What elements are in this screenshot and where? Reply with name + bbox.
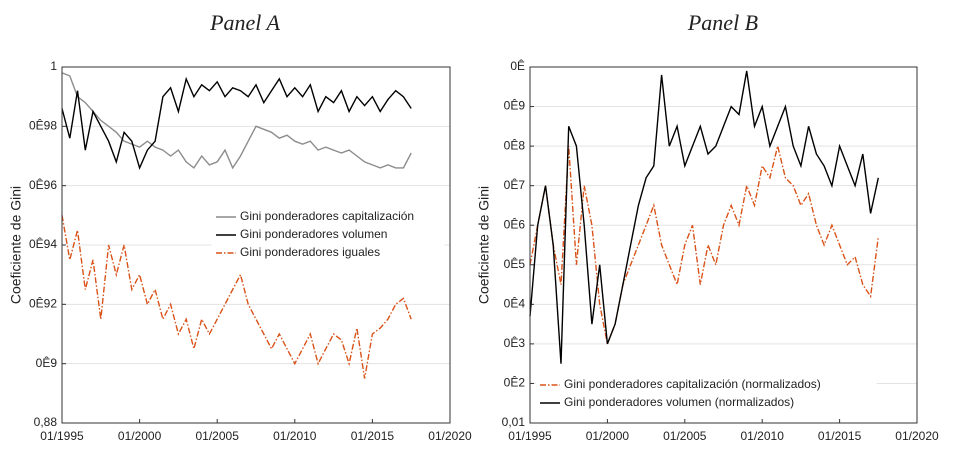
y-tick-label: 0Ê3 xyxy=(504,335,526,350)
legend-label: Gini ponderadores iguales xyxy=(240,245,380,259)
plot-frame xyxy=(61,66,451,424)
panel-title: Panel B xyxy=(687,10,758,35)
y-tick-label: 0Ê2 xyxy=(504,375,526,390)
legend-label: Gini ponderadores capitalización (normal… xyxy=(564,377,821,391)
x-tick-label: 01/2005 xyxy=(663,429,707,443)
y-tick-label: 0Ê xyxy=(510,58,525,73)
series-line xyxy=(61,72,412,170)
panel-title: Panel A xyxy=(209,10,280,35)
y-tick-label: 0Ê96 xyxy=(29,177,57,192)
x-tick-label: 01/2020 xyxy=(895,429,939,443)
y-axis-label: Coeficiente de Gini xyxy=(476,186,492,304)
y-tick-label: 0Ê6 xyxy=(504,216,526,231)
legend-label: Gini ponderadores capitalización xyxy=(240,209,414,223)
y-tick-label: 0Ê4 xyxy=(504,296,526,311)
y-tick-label: 0Ê5 xyxy=(504,256,526,271)
series-line xyxy=(529,145,879,347)
y-tick-label: 0Ê94 xyxy=(29,236,57,251)
x-tick-label: 01/2015 xyxy=(351,429,395,443)
legend-label: Gini ponderadores volumen (normalizados) xyxy=(564,395,794,409)
y-tick-label: 0Ê7 xyxy=(504,177,526,192)
legend-label: Gini ponderadores volumen xyxy=(240,227,387,241)
x-tick-label: 01/2010 xyxy=(273,429,317,443)
x-tick-label: 01/2015 xyxy=(818,429,862,443)
plot-frame xyxy=(529,66,918,424)
plot-area xyxy=(530,67,917,423)
y-tick-label: 0Ê98 xyxy=(29,118,57,133)
y-tick-label: 0,01 xyxy=(502,415,526,429)
y-tick-label: 0Ê8 xyxy=(504,137,526,152)
panel: Panel B Coeficiente de Gini 0,01 0Ê2 0Ê3 0Ê4 0… xyxy=(476,10,939,443)
x-tick-label: 01/2010 xyxy=(741,429,785,443)
legend-box xyxy=(211,202,445,268)
y-tick-label: 0,88 xyxy=(34,415,58,429)
y-tick-label: 0Ê9 xyxy=(36,355,58,370)
y-tick-label: 0Ê92 xyxy=(29,296,57,311)
x-tick-label: 01/2020 xyxy=(428,429,472,443)
x-tick-label: 01/2000 xyxy=(118,429,162,443)
x-tick-label: 01/2005 xyxy=(196,429,240,443)
x-tick-label: 01/2000 xyxy=(586,429,630,443)
y-axis-label: Coeficiente de Gini xyxy=(8,186,24,304)
x-tick-label: 01/1995 xyxy=(40,429,84,443)
series-line xyxy=(529,70,879,364)
series-line xyxy=(61,215,412,379)
legend-box xyxy=(535,370,877,418)
panel: Panel A Coeficiente de Gini 0,88 0Ê9 0Ê92 0Ê9… xyxy=(8,10,472,443)
y-tick-label: 1 xyxy=(50,59,57,73)
series-line xyxy=(61,76,412,170)
y-tick-label: 0Ê9 xyxy=(504,98,526,113)
x-tick-label: 01/1995 xyxy=(508,429,552,443)
